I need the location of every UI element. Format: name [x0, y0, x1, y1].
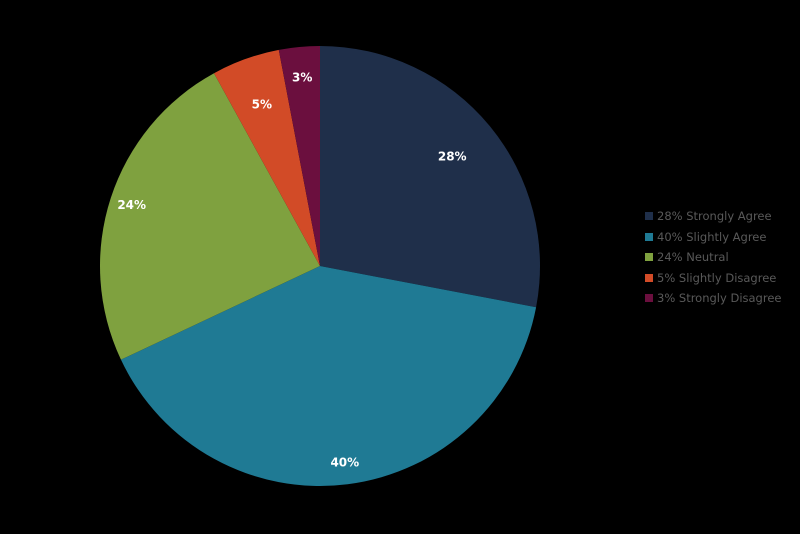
legend-label: 24% Neutral [657, 250, 729, 265]
legend-item: 5% Slightly Disagree [645, 268, 781, 289]
legend-item: 24% Neutral [645, 247, 781, 268]
legend-swatch [645, 212, 653, 221]
pie-slice-strongly-disagree [278, 46, 320, 266]
legend-swatch [645, 294, 653, 303]
data-label: 24% [117, 198, 146, 212]
data-label: 28% [438, 150, 467, 164]
pie-slice-neutral [99, 73, 320, 360]
data-label: 40% [330, 455, 359, 469]
legend-item: 3% Strongly Disagree [645, 288, 781, 309]
pie-slice-slightly-disagree [214, 49, 320, 266]
legend-label: 5% Slightly Disagree [657, 270, 777, 285]
legend-item: 28% Strongly Agree [645, 206, 781, 227]
pie-slice-strongly-agree [320, 46, 540, 308]
data-label: 3% [292, 71, 312, 85]
legend-label: 3% Strongly Disagree [657, 291, 782, 306]
legend-item: 40% Slightly Agree [645, 227, 781, 248]
legend-label: 40% Slightly Agree [657, 229, 767, 244]
legend-swatch [645, 253, 653, 262]
legend-swatch [645, 273, 653, 282]
legend-swatch [645, 232, 653, 241]
legend: 28% Strongly Agree 40% Slightly Agree 24% … [645, 206, 781, 309]
pie-slice-slightly-agree [120, 266, 537, 486]
legend-label: 28% Strongly Agree [657, 209, 772, 224]
data-label: 5% [252, 98, 272, 112]
